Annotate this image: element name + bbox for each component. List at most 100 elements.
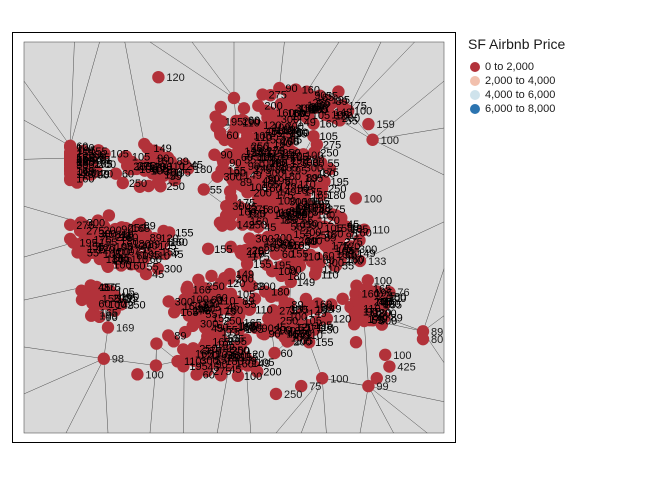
price-point xyxy=(166,167,179,180)
price-point xyxy=(349,192,362,205)
price-point xyxy=(141,160,155,173)
price-label: 60 xyxy=(281,348,293,360)
legend-swatch xyxy=(470,90,480,100)
voronoi-edge xyxy=(65,358,105,434)
price-label: 275 xyxy=(327,204,345,216)
price-point xyxy=(277,285,291,299)
map-panel[interactable]: 1001202002501101755518089300601951499016… xyxy=(12,32,456,443)
price-point xyxy=(362,117,375,131)
price-point xyxy=(227,127,240,140)
price-point xyxy=(151,176,165,189)
price-label: 165 xyxy=(261,152,279,164)
voronoi-edge xyxy=(322,378,369,387)
legend-item-2000-4000: 2,000 to 4,000 xyxy=(468,74,664,88)
price-label: 45 xyxy=(245,202,257,214)
price-label: 120 xyxy=(248,209,266,221)
price-label: 149 xyxy=(243,170,261,182)
price-point xyxy=(201,297,214,310)
price-label: 250 xyxy=(127,299,145,311)
voronoi-edge xyxy=(23,120,71,147)
price-label: 55 xyxy=(290,134,302,146)
price-label: 200 xyxy=(253,187,271,199)
price-label: 300 xyxy=(266,168,284,180)
price-label: 120 xyxy=(295,204,313,216)
price-label: 55 xyxy=(382,296,394,308)
price-label: 45 xyxy=(273,157,285,169)
price-point xyxy=(162,226,176,239)
price-label: 90 xyxy=(234,167,246,179)
price-label: 90 xyxy=(314,90,326,102)
legend-item-4000-6000: 4,000 to 6,000 xyxy=(468,88,664,102)
price-label: 175 xyxy=(237,198,255,210)
price-label: 100 xyxy=(267,146,285,158)
price-label: 60 xyxy=(122,169,134,181)
price-point xyxy=(273,81,286,95)
price-label: 195 xyxy=(290,155,308,167)
price-point xyxy=(210,120,223,133)
voronoi-edge xyxy=(347,110,373,140)
price-point xyxy=(97,352,111,365)
price-label: 110 xyxy=(255,305,273,317)
price-label: 300 xyxy=(289,196,307,208)
price-point xyxy=(248,292,262,305)
price-point xyxy=(332,85,345,98)
price-point xyxy=(133,180,147,193)
price-point xyxy=(170,299,183,313)
price-label: 149 xyxy=(237,219,255,231)
price-point xyxy=(201,242,215,255)
voronoi-edge xyxy=(308,342,323,379)
voronoi-edge xyxy=(368,385,394,434)
price-label: 110 xyxy=(322,265,340,277)
price-point xyxy=(284,275,298,289)
price-label: 55 xyxy=(87,248,99,260)
price-label: 165 xyxy=(295,185,313,197)
price-point xyxy=(248,177,262,191)
price-label: 250 xyxy=(206,281,224,293)
price-point xyxy=(237,141,251,155)
price-label: 155 xyxy=(264,134,282,146)
price-label: 180 xyxy=(270,161,288,173)
price-point xyxy=(237,102,251,115)
price-label: 149 xyxy=(278,181,296,193)
price-point xyxy=(153,235,167,248)
price-label: 110 xyxy=(242,118,260,130)
price-label: 90 xyxy=(285,83,297,95)
price-label: 60 xyxy=(297,201,309,213)
price-point xyxy=(299,203,312,216)
price-label: 55 xyxy=(281,241,293,253)
price-label: 200 xyxy=(236,273,254,285)
legend-label: 6,000 to 8,000 xyxy=(485,103,556,115)
price-point xyxy=(278,247,291,260)
price-label: 169 xyxy=(116,322,134,334)
price-label: 100 xyxy=(249,182,267,194)
price-point xyxy=(200,335,213,348)
price-label: 180 xyxy=(317,210,335,222)
price-point xyxy=(213,296,226,309)
voronoi-edge xyxy=(368,385,428,434)
price-point xyxy=(116,176,130,190)
price-label: 120 xyxy=(264,237,282,249)
price-label: 100 xyxy=(305,150,323,162)
price-point xyxy=(115,298,128,311)
legend-label: 2,000 to 4,000 xyxy=(485,75,556,87)
price-point xyxy=(243,303,256,316)
price-label: 175 xyxy=(251,252,269,264)
price-point xyxy=(70,176,84,189)
price-point xyxy=(231,369,245,383)
price-label: 55 xyxy=(301,215,313,227)
price-point xyxy=(218,343,232,357)
price-label: 45 xyxy=(262,175,274,187)
voronoi-edge xyxy=(300,378,323,434)
price-label: 165 xyxy=(280,162,298,174)
price-label: 300 xyxy=(326,258,344,270)
price-label: 149 xyxy=(246,148,264,160)
price-label: 110 xyxy=(167,161,185,173)
price-point xyxy=(73,224,87,237)
price-label: 165 xyxy=(281,137,299,149)
price-label: 55 xyxy=(296,207,308,219)
price-label: 120 xyxy=(285,211,303,223)
price-point xyxy=(241,129,254,142)
voronoi-edge xyxy=(359,386,369,434)
price-point xyxy=(109,167,123,180)
price-point xyxy=(64,218,77,231)
